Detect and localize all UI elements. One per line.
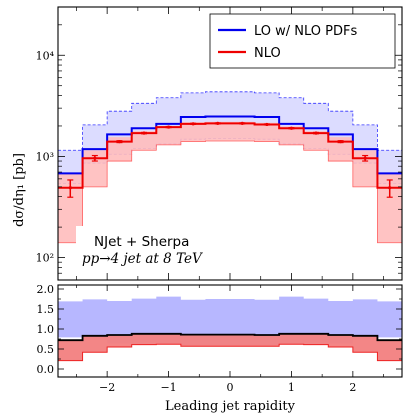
legend-box [209,13,396,69]
nlo-point [166,125,171,129]
annotation-background [76,226,223,268]
bottom-y-tick-label: 1.5 [37,303,55,316]
nlo-band-lower-edge [58,140,402,244]
lo-band-upper-edge [58,91,402,151]
y-axis-title: dσ/dη₁ [pb] [12,153,27,227]
ratio-nlo-band [58,333,402,361]
nlo-point [338,140,343,144]
nlo-point [142,131,146,135]
x-axis-title: Leading jet rapidity [165,399,296,414]
legend-label-lo: LO w/ NLO PDFs [254,24,357,39]
nlo-point [289,126,294,130]
ratio-nlo-band-edge [58,343,402,362]
x-tick-label: −1 [160,381,176,394]
nlo-point [117,140,122,144]
top-ticks: 10² 10³ 10⁴ [36,7,402,280]
x-tick-label: −2 [99,381,115,394]
ratio-panel: 0.0 0.5 1.0 1.5 2.0 −2 −1 0 1 2 [37,283,403,394]
nlo-point [216,121,220,126]
nlo-point [191,122,195,126]
series-lines [58,115,402,189]
legend-label-nlo: NLO [254,46,281,61]
main-panel: 10² 10³ 10⁴ [36,6,403,281]
error-bars [67,121,393,198]
x-tick-label: 2 [349,381,356,394]
nlo-point [314,131,318,135]
bottom-y-tick-label: 2.0 [37,283,55,296]
ratio-line [58,332,402,342]
bottom-ticks: 0.0 0.5 1.0 1.5 2.0 −2 −1 0 1 2 [37,283,402,394]
nlo-point [240,121,244,126]
nlo-point [388,186,392,190]
top-y-tick-label: 10³ [36,150,54,163]
ratio-central-line [58,332,402,342]
lo-histogram [58,115,402,175]
bottom-y-tick-label: 0.5 [37,343,55,356]
x-tick-label: 0 [227,381,234,394]
x-tick-label: 1 [288,381,295,394]
nlo-histogram [58,122,402,189]
top-y-tick-label: 10⁴ [36,49,55,62]
nlo-point [265,122,269,127]
legend: LO w/ NLO PDFs NLO [209,13,396,69]
nlo-point [93,156,97,160]
nlo-point [68,186,72,190]
bottom-y-tick-label: 1.0 [37,323,55,336]
annotation-process: pp→4 jet at 8 TeV [82,251,203,267]
uncertainty-bands [58,91,402,244]
bottom-y-tick-label: 0.0 [37,363,55,376]
nlo-point [363,156,367,160]
top-y-tick-label: 10² [36,252,54,265]
annotation-generator: NJet + Sherpa [94,234,189,250]
